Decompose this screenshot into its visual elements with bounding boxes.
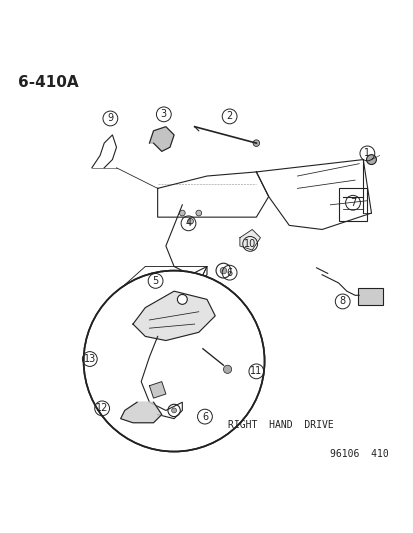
Text: 1: 1: [363, 148, 370, 158]
Polygon shape: [149, 382, 166, 398]
Text: 4: 4: [185, 219, 191, 228]
Circle shape: [223, 365, 231, 374]
Text: 96106  410: 96106 410: [329, 449, 387, 458]
Text: 2: 2: [226, 111, 232, 122]
Polygon shape: [239, 230, 260, 250]
Text: 13: 13: [83, 354, 96, 364]
Text: 6: 6: [226, 268, 232, 278]
Circle shape: [252, 140, 259, 147]
Circle shape: [220, 268, 226, 274]
Polygon shape: [133, 291, 215, 341]
Polygon shape: [149, 127, 174, 151]
Text: 11: 11: [249, 366, 262, 376]
Circle shape: [171, 408, 176, 413]
Circle shape: [366, 155, 375, 165]
Text: 6: 6: [202, 411, 207, 422]
Circle shape: [83, 271, 264, 451]
Text: 8: 8: [339, 296, 345, 306]
Text: 12: 12: [96, 403, 108, 414]
Circle shape: [179, 210, 185, 216]
Circle shape: [195, 210, 201, 216]
Text: RIGHT  HAND  DRIVE: RIGHT HAND DRIVE: [228, 420, 333, 430]
Circle shape: [177, 294, 187, 304]
Polygon shape: [120, 402, 161, 423]
Text: 10: 10: [244, 239, 256, 249]
FancyBboxPatch shape: [357, 288, 382, 305]
Circle shape: [187, 219, 193, 224]
Text: 6-410A: 6-410A: [18, 75, 78, 90]
Polygon shape: [153, 271, 190, 287]
Text: 3: 3: [160, 109, 166, 119]
Text: 9: 9: [107, 114, 113, 124]
Text: 5: 5: [152, 276, 158, 286]
Text: 7: 7: [349, 198, 355, 208]
